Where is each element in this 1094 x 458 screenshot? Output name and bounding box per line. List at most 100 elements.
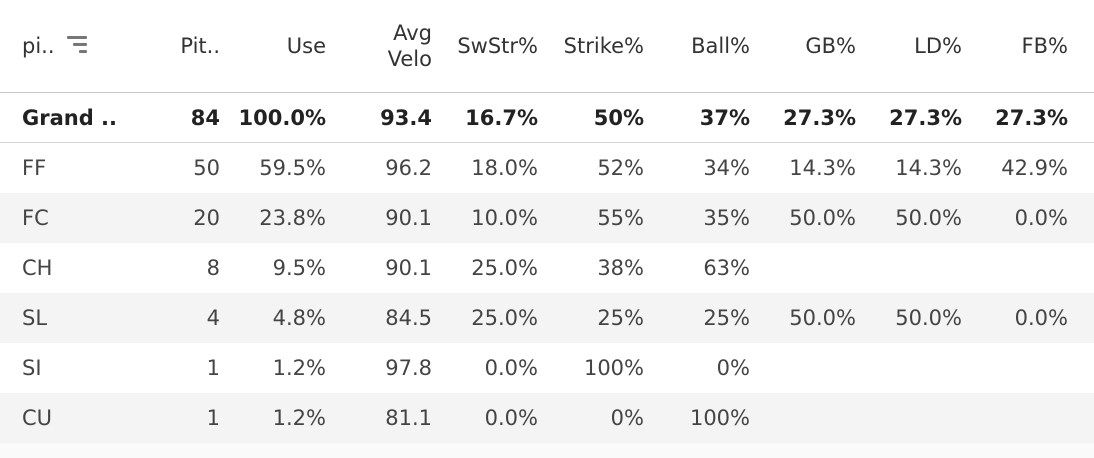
cell-velo: 97.8 <box>385 356 432 380</box>
header-use-label: Use <box>286 34 326 58</box>
cell-swstr: 25.0% <box>471 256 538 280</box>
header-gb-label: GB% <box>805 34 856 58</box>
cell-use: 100.0% <box>238 105 326 130</box>
cell-fb: 27.3% <box>995 105 1068 130</box>
cell-gb <box>750 243 856 293</box>
header-ball-label: Ball% <box>691 34 750 58</box>
cell-use: 9.5% <box>272 256 326 280</box>
table-row-grand-total[interactable]: Grand .. 84 100.0% 93.4 16.7% 50% 37% 27… <box>0 93 1094 143</box>
table-footer-strip <box>0 443 1094 458</box>
header-fb[interactable]: FB% <box>962 0 1068 92</box>
header-ld-label: LD% <box>914 34 962 58</box>
cell-ball: 25% <box>703 306 750 330</box>
header-fb-label: FB% <box>1021 34 1068 58</box>
header-pitch-type[interactable]: pi.. <box>22 0 162 92</box>
cell-velo: 90.1 <box>385 256 432 280</box>
header-pitches-label: Pit.. <box>180 34 220 58</box>
cell-gb: 50.0% <box>789 306 856 330</box>
cell-gb <box>750 343 856 393</box>
cell-ball: 34% <box>703 156 750 180</box>
header-gb[interactable]: GB% <box>750 0 856 92</box>
sort-descending-icon[interactable] <box>65 34 87 54</box>
header-avg-velo-line2: Velo <box>387 47 432 71</box>
cell-pitches: 4 <box>206 306 220 330</box>
cell-fb <box>962 343 1068 393</box>
cell-ball: 35% <box>703 206 750 230</box>
cell-strike: 55% <box>597 206 644 230</box>
header-ball[interactable]: Ball% <box>644 0 750 92</box>
cell-fb <box>962 243 1068 293</box>
table-row[interactable]: SL 4 4.8% 84.5 25.0% 25% 25% 50.0% 50.0%… <box>0 293 1094 343</box>
cell-gb <box>750 393 856 443</box>
cell-ball: 63% <box>703 256 750 280</box>
header-pitches[interactable]: Pit.. <box>120 0 220 92</box>
cell-ld: 50.0% <box>895 306 962 330</box>
header-pitch-type-label: pi.. <box>22 34 55 58</box>
cell-pitch: FC <box>22 206 49 230</box>
cell-swstr: 0.0% <box>484 356 538 380</box>
table-row[interactable]: CU 1 1.2% 81.1 0.0% 0% 100% <box>0 393 1094 444</box>
cell-strike: 52% <box>597 156 644 180</box>
cell-pitch: FF <box>22 156 47 180</box>
cell-strike: 50% <box>593 105 644 130</box>
cell-use: 1.2% <box>272 406 326 430</box>
table-row[interactable]: CH 8 9.5% 90.1 25.0% 38% 63% <box>0 243 1094 293</box>
cell-fb <box>962 393 1068 443</box>
cell-ld <box>856 393 962 443</box>
cell-velo: 96.2 <box>385 156 432 180</box>
table-header: pi.. Pit.. Use Avg Velo SwStr% Strike% <box>0 0 1094 93</box>
cell-pitches: 1 <box>206 356 220 380</box>
cell-pitch: CH <box>22 256 53 280</box>
cell-ball: 37% <box>699 105 750 130</box>
cell-velo: 90.1 <box>385 206 432 230</box>
cell-swstr: 16.7% <box>465 105 538 130</box>
pitch-stats-table: pi.. Pit.. Use Avg Velo SwStr% Strike% <box>0 0 1094 444</box>
cell-swstr: 25.0% <box>471 306 538 330</box>
cell-ld: 50.0% <box>895 206 962 230</box>
cell-pitch: SL <box>22 306 48 330</box>
cell-swstr: 0.0% <box>484 406 538 430</box>
table-row[interactable]: SI 1 1.2% 97.8 0.0% 100% 0% <box>0 343 1094 393</box>
header-ld[interactable]: LD% <box>856 0 962 92</box>
cell-swstr: 10.0% <box>471 206 538 230</box>
cell-strike: 38% <box>597 256 644 280</box>
cell-fb: 0.0% <box>1014 306 1068 330</box>
table-row[interactable]: FC 20 23.8% 90.1 10.0% 55% 35% 50.0% 50.… <box>0 193 1094 243</box>
header-swstr-label: SwStr% <box>457 34 538 58</box>
cell-swstr: 18.0% <box>471 156 538 180</box>
header-swstr[interactable]: SwStr% <box>432 0 538 92</box>
cell-velo: 93.4 <box>380 105 432 130</box>
cell-pitches: 20 <box>193 206 220 230</box>
cell-strike: 100% <box>583 356 644 380</box>
cell-ld <box>856 243 962 293</box>
cell-velo: 84.5 <box>385 306 432 330</box>
cell-ball: 0% <box>716 356 750 380</box>
cell-ld: 27.3% <box>889 105 962 130</box>
cell-pitches: 50 <box>193 156 220 180</box>
cell-gb: 14.3% <box>789 156 856 180</box>
cell-fb: 0.0% <box>1014 206 1068 230</box>
header-strike-label: Strike% <box>563 34 644 58</box>
cell-pitch: SI <box>22 356 42 380</box>
cell-fb: 42.9% <box>1001 156 1068 180</box>
cell-pitches: 84 <box>190 105 220 130</box>
cell-use: 59.5% <box>259 156 326 180</box>
cell-strike: 0% <box>610 406 644 430</box>
cell-gb: 27.3% <box>783 105 856 130</box>
cell-ld: 14.3% <box>895 156 962 180</box>
cell-ball: 100% <box>689 406 750 430</box>
cell-pitches: 1 <box>206 406 220 430</box>
header-avg-velo-line1: Avg <box>393 21 432 45</box>
cell-use: 4.8% <box>272 306 326 330</box>
table-row[interactable]: FF 50 59.5% 96.2 18.0% 52% 34% 14.3% 14.… <box>0 143 1094 193</box>
header-strike[interactable]: Strike% <box>538 0 644 92</box>
cell-strike: 25% <box>597 306 644 330</box>
cell-velo: 81.1 <box>385 406 432 430</box>
cell-use: 1.2% <box>272 356 326 380</box>
header-use[interactable]: Use <box>220 0 326 92</box>
cell-pitch: Grand .. <box>22 105 118 130</box>
cell-use: 23.8% <box>259 206 326 230</box>
header-avg-velo[interactable]: Avg Velo <box>326 0 432 92</box>
cell-pitch: CU <box>22 406 53 430</box>
cell-gb: 50.0% <box>789 206 856 230</box>
